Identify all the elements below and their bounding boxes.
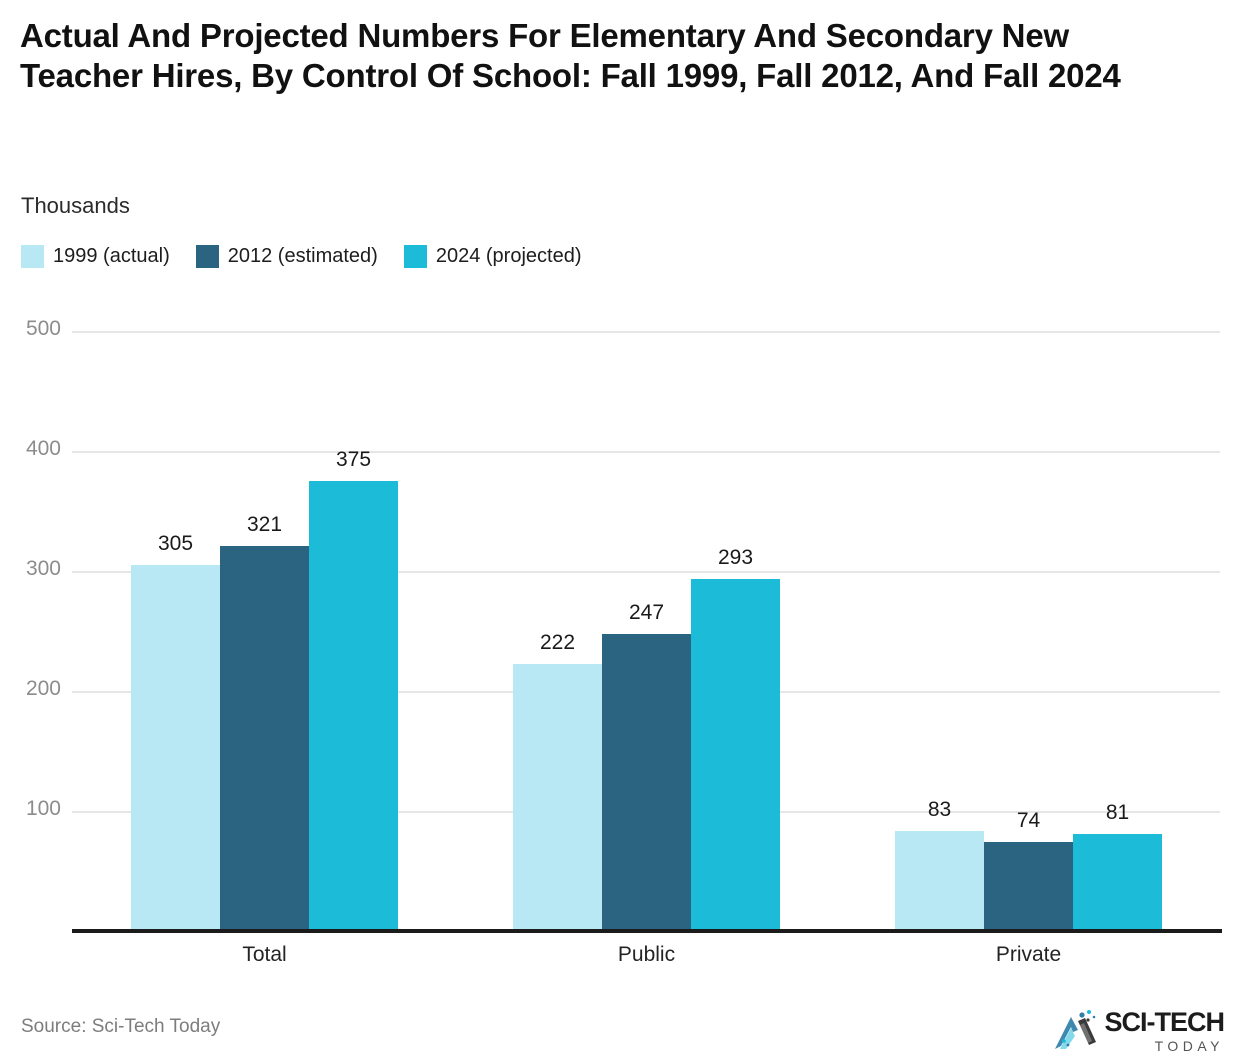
brand-logo-text: SCI-TECH TODAY [1104,1007,1225,1054]
x-axis-label-private: Private [995,943,1062,966]
x-axis-label-public: Public [617,943,676,966]
bar-value-label: 305 [157,531,194,555]
bar-value-label: 247 [628,601,665,625]
legend-label-1999: 1999 (actual) [53,245,170,267]
bar-public-2024[interactable] [691,579,780,931]
bar-total-2012[interactable] [220,545,309,931]
legend-item-2024[interactable]: 2024 (projected) [403,245,582,268]
legend-swatch-1999 [21,245,44,268]
legend-swatch-2012 [195,245,219,268]
bar-value-label: 74 [1016,809,1041,833]
y-axis-tick-400: 400 [25,436,61,460]
legend-item-1999[interactable]: 1999 (actual) [21,245,170,268]
bar-value-label: 321 [246,512,283,536]
bar-value-label: 375 [335,447,372,471]
x-axis-label-total: Total [242,943,287,966]
y-axis-unit-label: Thousands [21,193,130,218]
brand-name: SCI-TECH [1104,1007,1225,1037]
legend-swatch-2024 [403,245,427,268]
bar-total-2024[interactable] [309,480,398,931]
bar-total-1999[interactable] [131,564,220,931]
page-title: Actual And Projected Numbers For Element… [20,17,1121,94]
y-axis-tick-500: 500 [25,316,61,340]
sci-tech-logo-mark-icon [1051,1008,1099,1054]
gridline [72,330,1220,333]
gridline [72,450,1220,453]
bar-value-label: 81 [1105,800,1130,824]
brand-logo: SCI-TECH TODAY [1051,1008,1225,1054]
plot-area: 100 200 300 400 500 305 321 375 222 247 293 83 74 81… [25,316,1222,966]
legend-label-2012: 2012 (estimated) [227,245,378,267]
legend-label-2024: 2024 (projected) [435,245,582,267]
bar-value-label: 222 [539,631,576,655]
y-axis-tick-200: 200 [25,676,61,700]
bar-private-1999[interactable] [895,831,984,931]
bar-private-2024[interactable] [1073,833,1162,931]
gridline [72,570,1220,573]
y-axis-tick-300: 300 [25,556,61,580]
brand-tagline: TODAY [1154,1038,1224,1054]
x-axis-line [72,929,1222,933]
source-note: Source: Sci-Tech Today [21,1016,221,1037]
legend-item-2012[interactable]: 2012 (estimated) [195,245,378,268]
y-axis-tick-100: 100 [25,796,61,820]
bar-public-2012[interactable] [602,634,691,931]
bar-value-label: 293 [717,546,754,570]
bar-value-label: 83 [927,798,952,822]
bar-public-1999[interactable] [513,664,602,931]
chart-legend: 1999 (actual) 2012 (estimated) 2024 (pro… [21,245,607,268]
bar-private-2012[interactable] [984,842,1073,931]
